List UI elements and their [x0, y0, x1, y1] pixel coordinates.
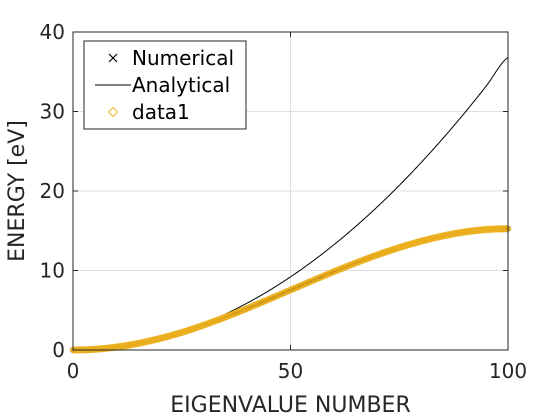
- data-point-diamond: [178, 328, 186, 337]
- legend-symbol: [108, 53, 118, 63]
- data-point-diamond: [500, 224, 509, 233]
- data-point-diamond: [182, 327, 191, 335]
- data-point-diamond: [391, 244, 400, 253]
- legend-label-numerical: Numerical: [132, 46, 234, 70]
- data-point-diamond: [389, 245, 398, 254]
- data-point-diamond: [503, 224, 511, 233]
- legend-entry-data1: data1: [107, 100, 190, 124]
- legend: Numerical Analytical data1: [83, 40, 247, 130]
- data-point-diamond: [379, 248, 388, 257]
- data-point-diamond: [177, 328, 185, 337]
- y-tick-label: 10: [40, 259, 65, 283]
- data-point-diamond: [172, 330, 181, 338]
- data-point-diamond: [393, 244, 401, 253]
- data-point-diamond: [388, 246, 397, 254]
- data-point-diamond: [403, 241, 412, 249]
- data-point-diamond: [398, 242, 407, 251]
- data-point-diamond: [188, 325, 196, 333]
- x-tick-label: 50: [278, 359, 303, 383]
- legend-entry-analytical: Analytical: [95, 73, 230, 97]
- y-tick-label: 40: [40, 20, 65, 44]
- data-point-diamond: [399, 242, 408, 251]
- legend-marker-diamond: [107, 106, 119, 118]
- data-point-diamond: [167, 331, 175, 340]
- legend-label-data1: data1: [132, 100, 190, 124]
- data-point-diamond: [396, 243, 404, 252]
- data-point-diamond: [185, 326, 194, 334]
- legend-marker-x: [108, 53, 118, 63]
- x-axis-label: EIGENVALUE NUMBER: [170, 393, 410, 418]
- y-tick-label: 30: [40, 100, 65, 124]
- data-point-diamond: [401, 241, 410, 250]
- data-point-diamond: [405, 240, 413, 249]
- data-point-diamond: [381, 248, 389, 257]
- data-point-diamond: [170, 330, 179, 339]
- axis-ticks: 0 50 100 0 10 20 30 40: [40, 20, 528, 383]
- data-point-diamond: [169, 331, 178, 339]
- data-point-diamond: [395, 243, 403, 252]
- data-point-diamond: [173, 329, 182, 338]
- data-point-diamond: [386, 246, 395, 255]
- data-point-diamond: [390, 245, 399, 253]
- data-point-diamond: [400, 242, 409, 250]
- data-point-diamond: [183, 326, 192, 335]
- data-point-diamond: [397, 243, 405, 251]
- legend-label-analytical: Analytical: [132, 73, 230, 97]
- data-point-diamond: [166, 332, 174, 340]
- data-point-diamond: [402, 241, 411, 250]
- data-point-diamond: [176, 329, 184, 337]
- data-point-diamond: [385, 247, 393, 255]
- data-point-diamond: [165, 332, 173, 340]
- x-tick-label: 0: [67, 359, 80, 383]
- data-point-diamond: [180, 327, 188, 336]
- data-point-diamond: [184, 326, 193, 335]
- data-point-diamond: [408, 239, 416, 248]
- legend-symbol: [107, 106, 119, 118]
- data-point-diamond: [406, 240, 414, 249]
- data-point-diamond: [384, 247, 392, 255]
- data-point-diamond: [179, 328, 187, 336]
- data-point-diamond: [186, 325, 195, 334]
- data-point-diamond: [171, 330, 180, 339]
- data-point-diamond: [174, 329, 183, 338]
- y-tick-label: 20: [40, 179, 65, 203]
- y-axis-label: ENERGY [eV]: [5, 120, 30, 262]
- data-marks: [69, 57, 512, 354]
- legend-entry-numerical: Numerical: [108, 46, 234, 70]
- data-point-diamond: [383, 247, 391, 256]
- data-point-diamond: [387, 246, 396, 254]
- data-point-diamond: [181, 327, 190, 336]
- series-data1: [69, 224, 512, 354]
- data-point-diamond: [409, 239, 417, 248]
- y-tick-label: 0: [52, 338, 65, 362]
- x-tick-label: 100: [489, 359, 527, 383]
- data-point-diamond: [394, 244, 402, 252]
- data-point-diamond: [382, 248, 390, 256]
- data-point-diamond: [168, 331, 176, 339]
- data-point-diamond: [407, 240, 415, 248]
